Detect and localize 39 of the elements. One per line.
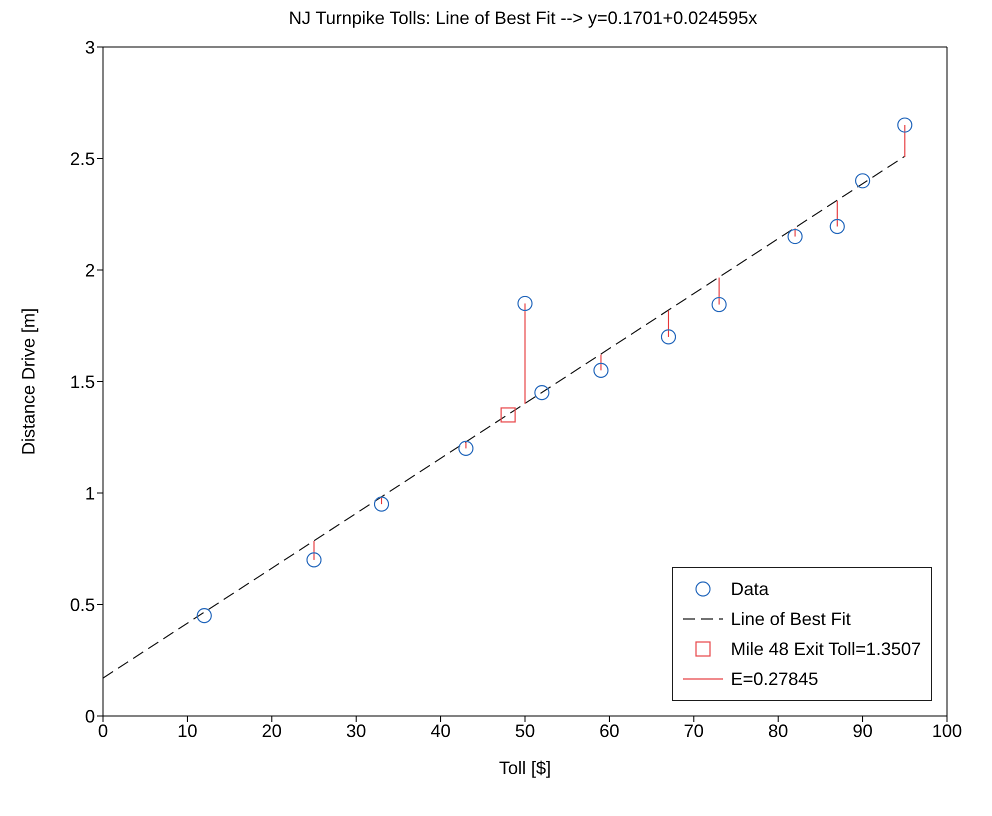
point — [458, 440, 474, 456]
chart-title: NJ Turnpike Tolls: Line of Best Fit --> y=0.1701+0.024595x — [288, 8, 758, 30]
x-tick-label: 10 — [177, 720, 198, 741]
point — [830, 218, 845, 234]
point — [660, 329, 676, 344]
y-tick-label: 2 — [84, 260, 95, 280]
legend-label: Mile 48 Exit Toll=1.3507 — [730, 638, 921, 660]
point — [534, 385, 550, 400]
x-tick-label: 100 — [932, 720, 962, 741]
point — [306, 552, 322, 568]
point — [787, 228, 803, 244]
y-tick-label: 2.5 — [70, 148, 95, 169]
point — [897, 117, 912, 133]
point — [593, 362, 609, 378]
point — [196, 608, 212, 624]
y-tick-label: 1 — [84, 483, 95, 504]
point — [712, 296, 727, 312]
legend-label: Line of Best Fit — [730, 608, 851, 630]
point — [374, 496, 390, 512]
x-tick-label: 40 — [430, 720, 451, 741]
y-tick-label: 0 — [84, 706, 95, 726]
x-tick-label: 80 — [768, 720, 788, 741]
legend-label: Data — [730, 578, 769, 600]
x-tick-label: 0 — [98, 720, 108, 741]
x-tick-label: 90 — [852, 720, 873, 741]
y-axis-title: Distance Drive [m] — [18, 308, 38, 456]
y-tick-label: 3 — [84, 37, 95, 58]
point — [517, 296, 533, 312]
y-tick-label: 1.5 — [70, 372, 95, 392]
x-axis-title: Toll [$] — [498, 758, 552, 778]
x-tick-label: 50 — [514, 720, 536, 741]
x-tick-label: 30 — [346, 720, 366, 741]
x-tick-label: 60 — [599, 720, 620, 741]
x-tick-label: 70 — [684, 720, 704, 741]
y-tick-label: 0.5 — [70, 594, 95, 615]
point — [855, 173, 870, 188]
point — [500, 407, 516, 423]
x-tick-label: 20 — [262, 720, 282, 741]
legend-label: E=0.27845 — [730, 668, 818, 690]
